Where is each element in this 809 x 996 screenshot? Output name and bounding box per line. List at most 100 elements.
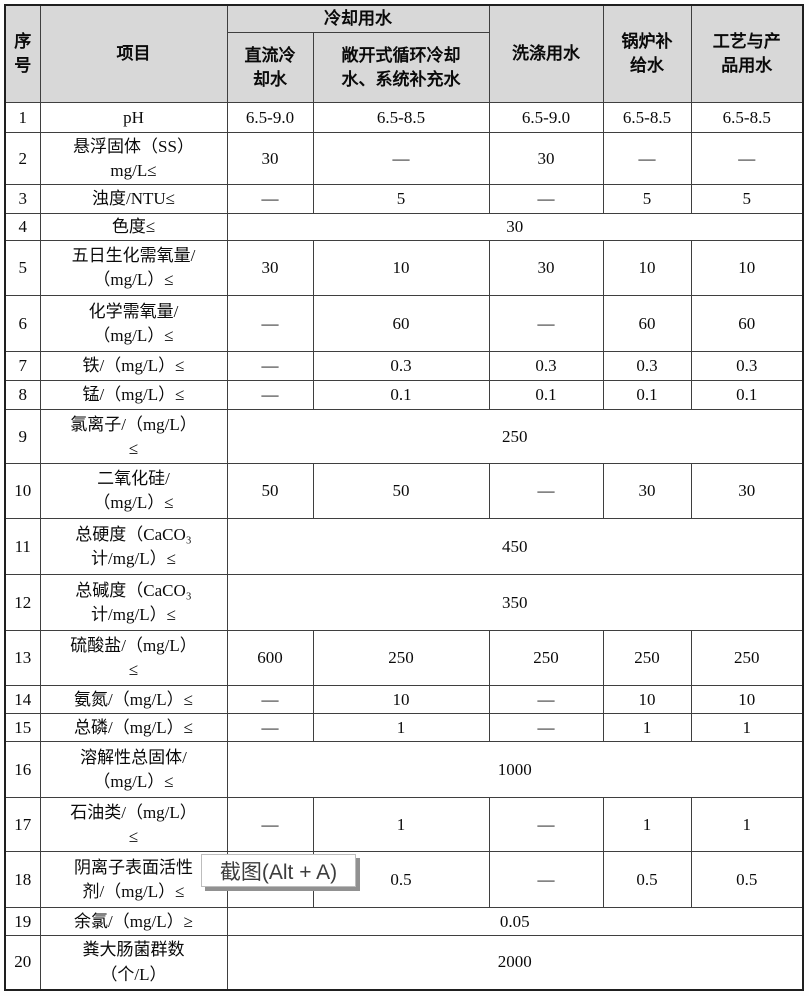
row-number: 1: [4, 102, 41, 134]
table-row: 2 悬浮固体（SS） mg/L≤ 30 — 30 — —: [4, 132, 804, 186]
table-cell: 5: [690, 184, 804, 215]
table-cell: 6.5-9.0: [488, 102, 604, 134]
table-cell: —: [690, 132, 804, 186]
table-cell: 10: [312, 685, 490, 715]
table-cell: —: [488, 685, 604, 715]
row-number: 2: [4, 132, 41, 186]
row-item: 化学需氧量/ （mg/L）≤: [39, 295, 228, 353]
row-item: 总碱度（CaCO₃ 计/mg/L）≤: [39, 574, 228, 632]
table-row: 3 浊度/NTU≤ — 5 — 5 5: [4, 184, 804, 215]
row-item: 溶解性总固体/ （mg/L）≤: [39, 741, 228, 799]
table-cell: —: [488, 463, 604, 520]
table-cell: —: [488, 713, 604, 743]
table-cell: 0.3: [690, 351, 804, 382]
table-cell: 1: [312, 713, 490, 743]
header-process-product-water: 工艺与产 品用水: [690, 4, 804, 104]
table-row: 7 铁/（mg/L）≤ — 0.3 0.3 0.3 0.3: [4, 351, 804, 382]
table-cell: 1: [602, 797, 692, 853]
table-cell: —: [312, 132, 490, 186]
table-cell: 30: [226, 132, 314, 186]
table-cell: 1: [602, 713, 692, 743]
row-number: 14: [4, 685, 41, 715]
row-item: 氨氮/（mg/L）≤: [39, 685, 228, 715]
table-row: 5 五日生化需氧量/ （mg/L）≤ 30 10 30 10 10: [4, 240, 804, 297]
row-number: 4: [4, 213, 41, 242]
header-open-circulating-cooling: 敞开式循环冷却 水、系统补充水: [312, 32, 490, 104]
merged-value-cell: 250: [226, 409, 804, 465]
row-number: 17: [4, 797, 41, 853]
row-item: 总硬度（CaCO₃ 计/mg/L）≤: [39, 518, 228, 576]
row-number: 12: [4, 574, 41, 632]
row-item: 总磷/（mg/L）≤: [39, 713, 228, 743]
table-cell: —: [488, 851, 604, 909]
table-cell: 0.1: [312, 380, 490, 411]
table-cell: 60: [602, 295, 692, 353]
merged-value-cell: 2000: [226, 935, 804, 991]
table-cell: 10: [602, 240, 692, 297]
row-item: 铁/（mg/L）≤: [39, 351, 228, 382]
merged-value-cell: 30: [226, 213, 804, 242]
row-number: 9: [4, 409, 41, 465]
row-number: 13: [4, 630, 41, 687]
table-cell: —: [488, 797, 604, 853]
header-cooling-water-group: 冷却用水: [226, 4, 490, 34]
header-once-through-cooling: 直流冷 却水: [226, 32, 314, 104]
row-number: 20: [4, 935, 41, 991]
table-cell: 1: [312, 797, 490, 853]
table-cell: —: [226, 713, 314, 743]
row-number: 7: [4, 351, 41, 382]
table-cell: 10: [690, 685, 804, 715]
row-item: 锰/（mg/L）≤: [39, 380, 228, 411]
table-cell: 0.3: [602, 351, 692, 382]
row-item: 余氯/（mg/L）≥: [39, 907, 228, 937]
table-cell: —: [226, 380, 314, 411]
table-cell: —: [226, 295, 314, 353]
row-item: 悬浮固体（SS） mg/L≤: [39, 132, 228, 186]
table-row: 9 氯离子/（mg/L） ≤ 250: [4, 409, 804, 465]
table-cell: 60: [690, 295, 804, 353]
table-cell: —: [226, 184, 314, 215]
row-number: 11: [4, 518, 41, 576]
table-cell: 0.1: [690, 380, 804, 411]
table-body: 1 pH 6.5-9.0 6.5-8.5 6.5-9.0 6.5-8.5 6.5…: [4, 102, 804, 991]
table-cell: —: [488, 184, 604, 215]
row-item: 色度≤: [39, 213, 228, 242]
table-cell: —: [488, 295, 604, 353]
table-row: 4 色度≤ 30: [4, 213, 804, 242]
merged-value-cell: 1000: [226, 741, 804, 799]
table-cell: 5: [602, 184, 692, 215]
table-row: 8 锰/（mg/L）≤ — 0.1 0.1 0.1 0.1: [4, 380, 804, 411]
row-number: 3: [4, 184, 41, 215]
row-number: 19: [4, 907, 41, 937]
table-row: 17 石油类/（mg/L） ≤ — 1 — 1 1: [4, 797, 804, 853]
screenshot-tooltip-label: 截图(Alt + A): [219, 860, 338, 884]
table-cell: 250: [690, 630, 804, 687]
table-cell: 30: [226, 240, 314, 297]
table-cell: —: [226, 797, 314, 853]
table-cell: —: [602, 132, 692, 186]
table-cell: 5: [312, 184, 490, 215]
table-cell: 30: [602, 463, 692, 520]
row-item: pH: [39, 102, 228, 134]
merged-value-cell: 0.05: [226, 907, 804, 937]
table-header: 序 号 项目 冷却用水 洗涤用水 锅炉补 给水 工艺与产 品用水 直流冷 却水 …: [4, 4, 804, 104]
table-cell: 30: [488, 132, 604, 186]
row-number: 8: [4, 380, 41, 411]
row-item: 二氧化硅/ （mg/L）≤: [39, 463, 228, 520]
table-cell: 10: [690, 240, 804, 297]
header-washing-water: 洗涤用水: [488, 4, 604, 104]
table-cell: 0.3: [488, 351, 604, 382]
row-number: 18: [4, 851, 41, 909]
table-cell: 250: [602, 630, 692, 687]
table-cell: 6.5-8.5: [312, 102, 490, 134]
table-row: 18 阴离子表面活性 剂/（mg/L）≤ 0.5 — 0.5 0.5: [4, 851, 804, 909]
table-cell: 600: [226, 630, 314, 687]
row-item: 阴离子表面活性 剂/（mg/L）≤: [39, 851, 228, 909]
table-cell: 1: [690, 797, 804, 853]
table-cell: 250: [312, 630, 490, 687]
table-cell: 6.5-9.0: [226, 102, 314, 134]
row-number: 16: [4, 741, 41, 799]
table-cell: 0.1: [602, 380, 692, 411]
merged-value-cell: 350: [226, 574, 804, 632]
